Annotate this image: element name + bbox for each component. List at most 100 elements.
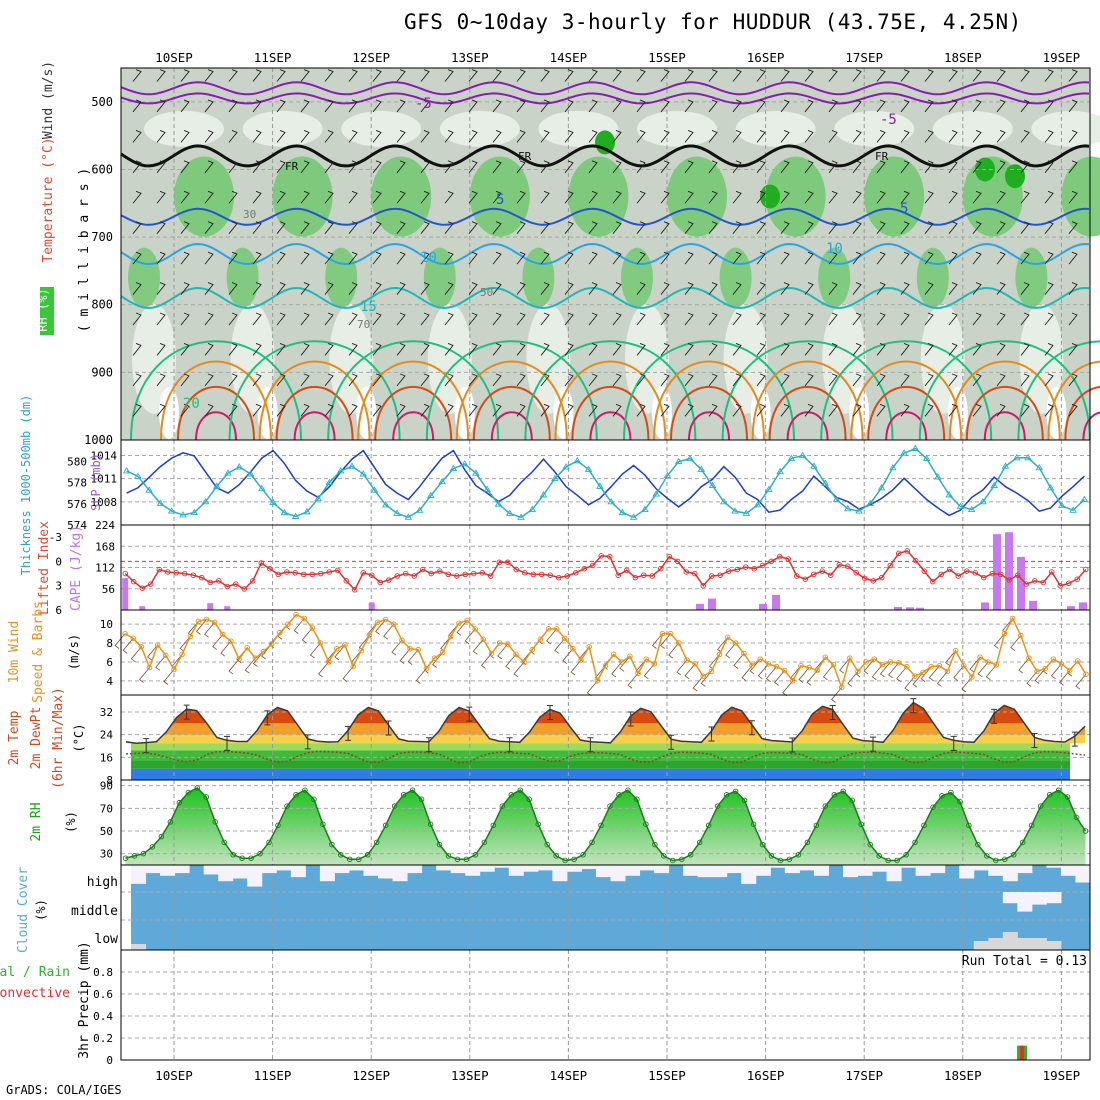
- lifted-index-marker: [819, 568, 826, 574]
- wind-barb: [252, 651, 264, 667]
- temp-tick-label: 32: [100, 706, 113, 719]
- wind-barb: [619, 656, 631, 672]
- lifted-index-marker: [1015, 572, 1021, 578]
- upper-wind-barb: [588, 190, 598, 204]
- upper-wind-barb: [492, 403, 502, 417]
- upper-wind-barb: [300, 99, 310, 113]
- slp-marker: [370, 486, 379, 493]
- cloud-middle-bar: [1017, 892, 1033, 912]
- upper-wind-barb: [132, 282, 142, 295]
- wind-tick-label: 4: [106, 675, 113, 688]
- relative-humidity-marker: [768, 853, 775, 859]
- lifted-index-marker: [1074, 576, 1080, 582]
- upper-wind-barb: [636, 99, 646, 113]
- upper-wind-barb: [588, 69, 598, 82]
- upper-wind-barb: [924, 373, 934, 387]
- upper-wind-barb: [132, 251, 142, 265]
- upper-wind-barb: [756, 99, 766, 113]
- wind-speed-marker: [277, 629, 283, 636]
- upper-wind-barb: [132, 69, 142, 82]
- upper-wind-barb: [900, 190, 910, 204]
- upper-wind-barb: [564, 160, 574, 174]
- lower-temperature-contour: [357, 360, 470, 441]
- rh-high-region: [864, 156, 925, 237]
- upper-wind-barb: [948, 99, 958, 113]
- upper-wind-barb: [612, 190, 622, 204]
- upper-wind-barb: [180, 251, 190, 265]
- wind-speed-marker: [179, 651, 185, 658]
- date-label-bottom: 19SEP: [1043, 1068, 1081, 1083]
- wind-speed-marker: [146, 664, 153, 671]
- upper-wind-barb: [204, 99, 214, 113]
- temp-minmax-bar: [829, 704, 836, 720]
- rh-tick-label: 70: [100, 802, 113, 815]
- upper-wind-barb: [468, 190, 478, 204]
- upper-wind-barb: [708, 251, 718, 265]
- upper-wind-barb: [804, 251, 814, 265]
- rh-high-region: [667, 156, 727, 237]
- upper-wind-barb: [444, 312, 454, 326]
- wind-speed-marker: [1083, 671, 1089, 677]
- upper-wind-barb: [636, 373, 646, 387]
- cape-bar: [224, 606, 231, 610]
- relative-humidity-marker: [490, 822, 497, 829]
- lifted-index-marker: [981, 574, 987, 581]
- upper-wind-barb: [588, 221, 598, 234]
- temperature-line: [125, 701, 1086, 744]
- cloud-high-bar: [872, 865, 888, 872]
- upper-wind-barb: [684, 221, 694, 234]
- upper-wind-barb: [1068, 403, 1078, 417]
- wind-barb: [570, 659, 582, 676]
- wind-speed-marker: [439, 649, 446, 656]
- cloud-high-bar: [276, 865, 292, 871]
- lower-temperature-contour: [688, 411, 730, 441]
- lower-temperature-contour: [653, 360, 765, 441]
- cape-bar: [993, 534, 1001, 610]
- wind-axis-label-1: 10m Wind: [7, 621, 22, 684]
- upper-wind-barb: [780, 312, 790, 326]
- panel-fills: [121, 68, 1100, 950]
- upper-wind-barb: [612, 251, 622, 265]
- lifted-index-marker: [1023, 581, 1030, 587]
- lifted-index-marker: [666, 553, 673, 560]
- upper-wind-barb: [708, 373, 718, 387]
- cape-bar: [1029, 600, 1037, 610]
- upper-wind-barb: [708, 129, 718, 143]
- upper-wind-barb: [972, 221, 982, 234]
- upper-wind-barb: [420, 373, 430, 387]
- cloud-high-bar: [595, 865, 611, 878]
- cloud-high-bar: [697, 865, 713, 878]
- upper-wind-barb: [660, 251, 670, 265]
- pressure-tick-label: 700: [91, 230, 113, 244]
- upper-wind-barb: [492, 373, 502, 387]
- wind-speed-marker: [1058, 661, 1065, 667]
- upper-wind-barb: [828, 403, 838, 417]
- upper-wind-barb: [828, 99, 838, 113]
- upper-wind-barb: [804, 343, 814, 356]
- upper-wind-barb: [684, 373, 694, 387]
- cloud-low-bar: [988, 938, 1004, 950]
- upper-wind-barb: [300, 69, 310, 82]
- relative-humidity-marker: [427, 821, 434, 827]
- wind-speed-marker: [635, 670, 641, 677]
- temp-axis-label-1: 2m Temp: [7, 710, 22, 765]
- wind-barb: [1026, 671, 1038, 687]
- cape-tick-label: 112: [95, 562, 115, 575]
- lifted-index-marker: [352, 587, 358, 593]
- wind-barb: [741, 665, 753, 682]
- lifted-index-marker: [675, 558, 681, 565]
- wind-speed-marker: [423, 665, 430, 672]
- upper-wind-barb: [684, 343, 694, 356]
- upper-wind-barb: [492, 221, 502, 234]
- upper-wind-barb: [828, 160, 838, 174]
- wind-speed-marker: [138, 644, 145, 650]
- upper-wind-barb: [132, 160, 142, 174]
- upper-wind-barb: [948, 403, 958, 417]
- relative-humidity-marker: [813, 822, 820, 829]
- wind-barb: [1059, 670, 1070, 686]
- upper-wind-barb: [420, 312, 430, 326]
- wind-speed-marker: [1042, 665, 1048, 672]
- relative-humidity-marker: [445, 853, 452, 859]
- upper-wind-barb: [420, 403, 430, 417]
- relative-humidity-marker: [1010, 852, 1017, 858]
